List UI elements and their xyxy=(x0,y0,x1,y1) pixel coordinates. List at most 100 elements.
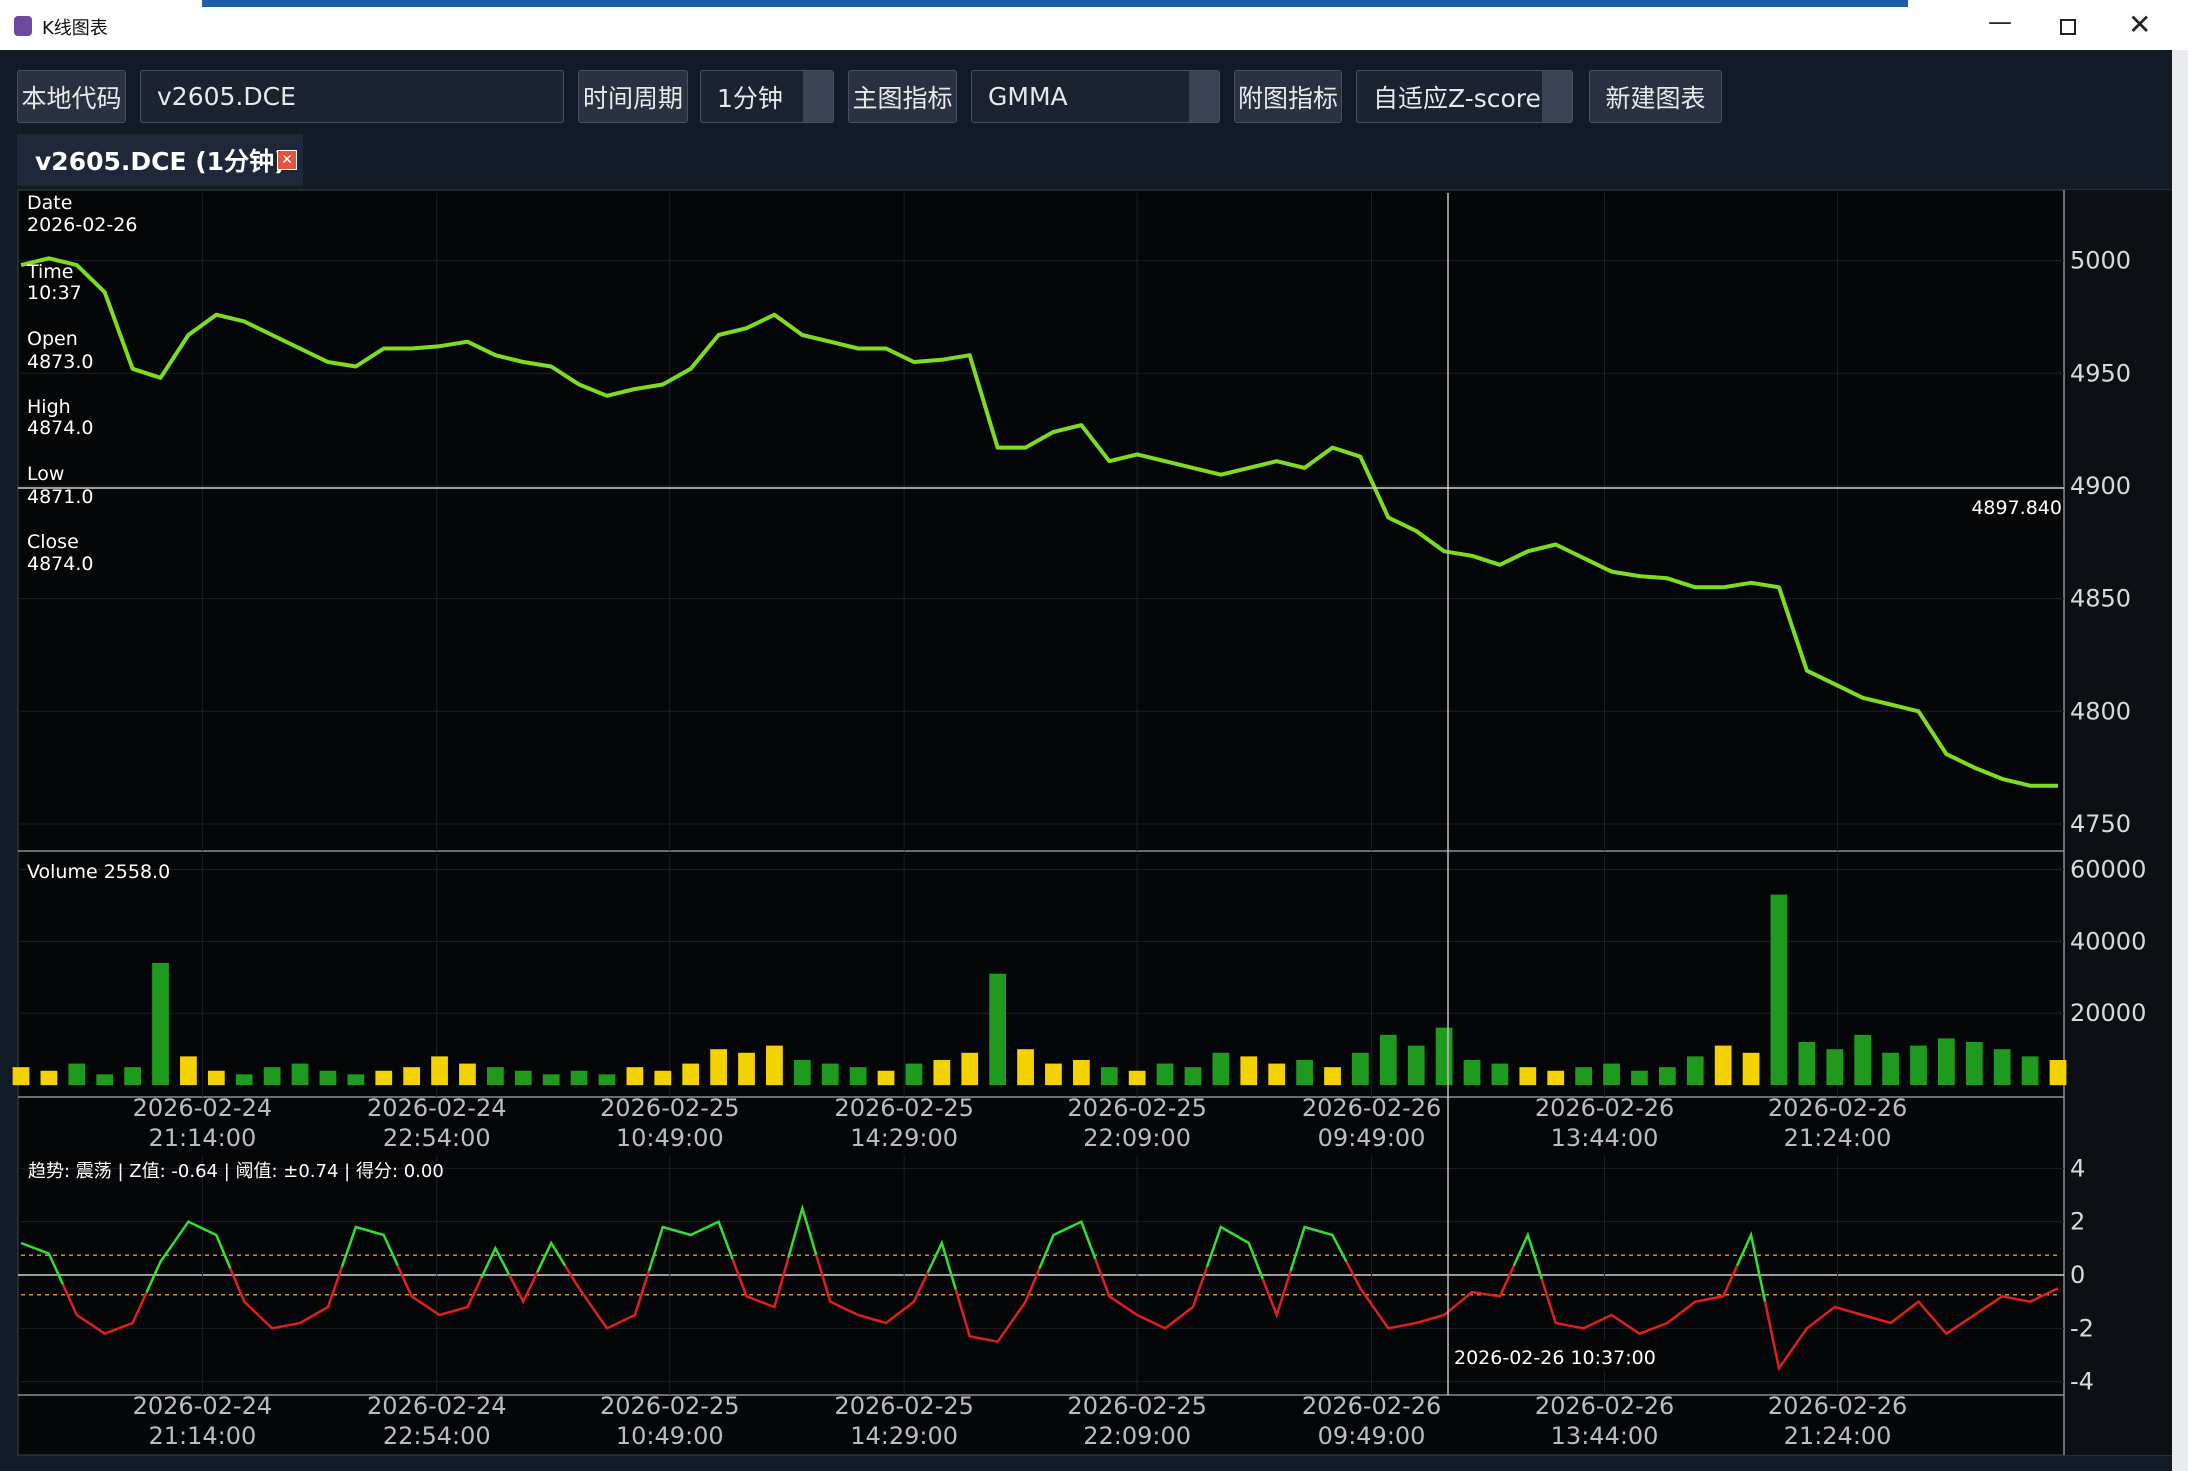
zscore-segment xyxy=(1735,1231,1767,1302)
zscore-segment xyxy=(1485,1265,1516,1298)
zscore-segment xyxy=(1066,1219,1097,1260)
volume-bar xyxy=(375,1070,393,1086)
zscore-segment xyxy=(1402,1317,1431,1327)
zscore-segment xyxy=(983,1320,1013,1344)
sub-indicator-label: 附图指标 xyxy=(1234,70,1342,123)
zscore-segment xyxy=(34,1247,64,1285)
app-icon xyxy=(14,16,32,36)
volume-bar xyxy=(1938,1038,1955,1086)
zscore-segment xyxy=(899,1271,930,1314)
sub-indicator-value: 自适应Z-score xyxy=(1373,83,1541,113)
new-chart-button[interactable]: 新建图表 xyxy=(1589,70,1722,123)
zscore-segment xyxy=(1903,1299,1934,1319)
volume-bar xyxy=(1045,1063,1062,1086)
zscore-segment xyxy=(61,1283,92,1326)
x-tick-group: 2026-02-26 09:49:00 xyxy=(1302,1094,1441,1152)
volume-bar xyxy=(514,1070,532,1086)
volume-bar xyxy=(793,1059,811,1086)
volume-bar xyxy=(1965,1042,1983,1086)
volume-bar xyxy=(207,1070,225,1086)
volume-bar xyxy=(738,1052,755,1086)
maximize-button[interactable] xyxy=(2060,19,2076,35)
volume-bar xyxy=(124,1067,141,1086)
volume-bar xyxy=(1491,1063,1509,1086)
volume-bar xyxy=(403,1067,421,1086)
volume-bar xyxy=(152,962,169,1086)
close-button[interactable]: ✕ xyxy=(2128,8,2152,41)
dropdown-arrow xyxy=(1542,71,1572,122)
volume-bar xyxy=(849,1067,867,1086)
x-tick-group: 2026-02-26 21:24:00 xyxy=(1768,1094,1907,1152)
x-tick-label: 2026-02-26 13:44:00 xyxy=(1535,1392,1674,1450)
sub-indicator-combo[interactable]: 自适应Z-score xyxy=(1356,70,1573,123)
y-tick-label: 5000 xyxy=(2070,247,2131,275)
x-tick-group: 2026-02-26 13:44:00 xyxy=(1535,1098,1674,1152)
info-text: 2026-02-26 xyxy=(27,214,137,236)
volume-bar xyxy=(40,1070,58,1086)
x-tick-label: 2026-02-26 21:24:00 xyxy=(1768,1094,1907,1152)
volume-bar xyxy=(1882,1052,1899,1086)
y-tick-label: 4850 xyxy=(2070,585,2131,613)
volume-bar xyxy=(1910,1045,1927,1086)
zscore-segment xyxy=(1791,1316,1822,1350)
zscore-segment xyxy=(257,1314,287,1330)
period-combo[interactable]: 1分钟 xyxy=(700,70,834,123)
volume-bar xyxy=(1575,1067,1593,1086)
zscore-segment xyxy=(1205,1225,1236,1268)
x-tick-label: 2026-02-25 10:49:00 xyxy=(600,1094,739,1152)
minimize-button[interactable]: — xyxy=(1988,8,2012,36)
volume-bar xyxy=(682,1063,700,1086)
y-tick-label: 4750 xyxy=(2070,810,2131,838)
zscore-segment xyxy=(201,1227,232,1269)
tab-close[interactable]: ✕ xyxy=(277,150,297,170)
x-tick-group: 2026-02-24 22:54:00 xyxy=(367,1392,506,1450)
zscore-segment xyxy=(676,1227,706,1237)
zscore-segment xyxy=(90,1323,120,1336)
zscore-segment xyxy=(1512,1231,1543,1280)
info-text: Low xyxy=(27,463,64,485)
zscore-segment xyxy=(1680,1297,1710,1314)
period-label: 时间周期 xyxy=(578,70,688,123)
volume-bar xyxy=(1100,1067,1118,1086)
volume-bar xyxy=(291,1063,309,1086)
volume-bar xyxy=(766,1045,783,1086)
chart-tab[interactable]: v2605.DCE (1分钟) xyxy=(17,134,303,186)
volume-bar xyxy=(180,1056,197,1086)
zscore-segment xyxy=(480,1245,511,1279)
volume-bar xyxy=(1993,1049,2011,1086)
volume-bar xyxy=(319,1070,337,1086)
zscore-segment xyxy=(871,1311,901,1325)
volume-bar xyxy=(542,1074,560,1086)
main-indicator-combo[interactable]: GMMA xyxy=(971,70,1220,123)
x-tick-label: 2026-02-25 14:29:00 xyxy=(834,1392,973,1450)
volume-bar xyxy=(1268,1063,1286,1086)
volume-bar xyxy=(1854,1034,1872,1086)
zscore-segment xyxy=(1150,1316,1180,1330)
x-tick-group: 2026-02-25 10:49:00 xyxy=(600,1094,739,1152)
volume-bar xyxy=(1324,1067,1341,1086)
volume-bar xyxy=(1435,1027,1453,1086)
zscore-segment xyxy=(564,1265,595,1310)
x-tick-group: 2026-02-26 21:24:00 xyxy=(1768,1396,1907,1450)
x-tick-group: 2026-02-25 22:09:00 xyxy=(1067,1098,1206,1152)
info-text: High xyxy=(27,396,71,418)
volume-bar xyxy=(96,1074,114,1086)
chart-area: 4750 4800 4850 4900 4950 5000 20000 40000 60000 -… xyxy=(12,189,2172,1456)
x-tick-label: 2026-02-24 22:54:00 xyxy=(367,1392,506,1450)
zscore-segment xyxy=(1624,1323,1654,1336)
x-tick-label: 2026-02-24 22:54:00 xyxy=(367,1094,506,1152)
zscore-segment xyxy=(1429,1302,1459,1321)
zscore-segment xyxy=(1010,1267,1041,1323)
volume-bar xyxy=(1770,894,1788,1086)
zscore-segment xyxy=(1234,1233,1264,1280)
zscore-segment xyxy=(1345,1261,1376,1310)
code-input[interactable]: v2605.DCE xyxy=(140,70,564,123)
volume-bar xyxy=(1547,1070,1565,1086)
x-tick-label: 2026-02-26 09:49:00 xyxy=(1302,1094,1441,1152)
zscore-segment xyxy=(704,1219,734,1260)
volume-bar xyxy=(486,1067,504,1086)
period-value: 1分钟 xyxy=(717,83,783,113)
volume-bar xyxy=(654,1070,672,1086)
volume-bar xyxy=(1742,1052,1760,1086)
